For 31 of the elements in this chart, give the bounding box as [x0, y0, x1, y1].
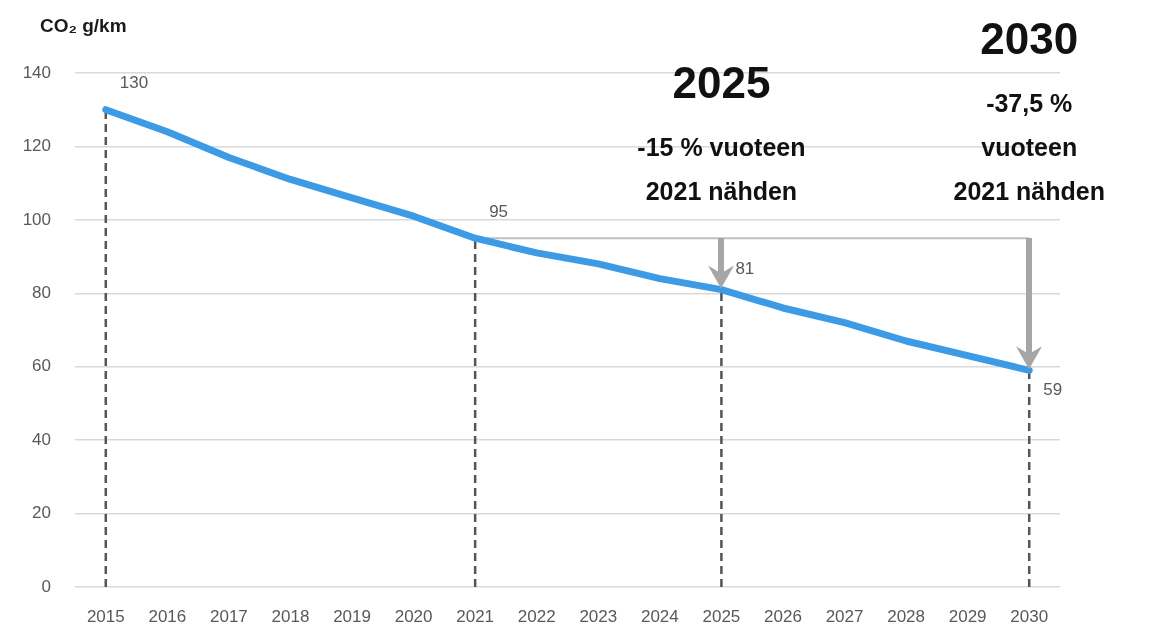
annotation: 2030 -37,5 % vuoteen 2021 nähden	[953, 14, 1105, 206]
y-tick-label: 100	[22, 209, 51, 229]
y-tick-label: 0	[41, 576, 51, 596]
x-tick-label: 2015	[86, 606, 125, 626]
data-label: 130	[119, 73, 149, 93]
x-tick-label: 2030	[1010, 606, 1049, 626]
x-tick-label: 2029	[948, 606, 987, 626]
data-label: 59	[1043, 380, 1063, 400]
x-tick-label: 2028	[887, 606, 926, 626]
y-axis-title: CO₂ g/km	[40, 15, 127, 36]
x-tick-label: 2025	[702, 606, 741, 626]
x-tick-label: 2021	[456, 606, 495, 626]
annotation: 2025 -15 % vuoteen 2021 nähden	[637, 58, 806, 206]
x-tick-label: 2019	[333, 606, 371, 626]
y-tick-label: 140	[22, 62, 51, 82]
x-tick-label: 2024	[640, 606, 679, 626]
y-tick-label: 120	[22, 136, 51, 156]
y-tick-label: 80	[32, 282, 51, 302]
y-tick-label: 40	[32, 429, 51, 449]
x-tick-label: 2017	[209, 606, 248, 626]
x-tick-label: 2023	[579, 606, 618, 626]
data-label: 81	[735, 259, 755, 279]
y-tick-label: 20	[32, 503, 51, 523]
x-tick-label: 2018	[271, 606, 310, 626]
x-tick-label: 2027	[825, 606, 864, 626]
data-label: 95	[489, 201, 509, 221]
y-tick-label: 60	[32, 356, 51, 376]
x-tick-label: 2022	[517, 606, 556, 626]
x-tick-label: 2016	[148, 606, 187, 626]
x-tick-label: 2026	[764, 606, 802, 626]
x-tick-label: 2020	[394, 606, 433, 626]
